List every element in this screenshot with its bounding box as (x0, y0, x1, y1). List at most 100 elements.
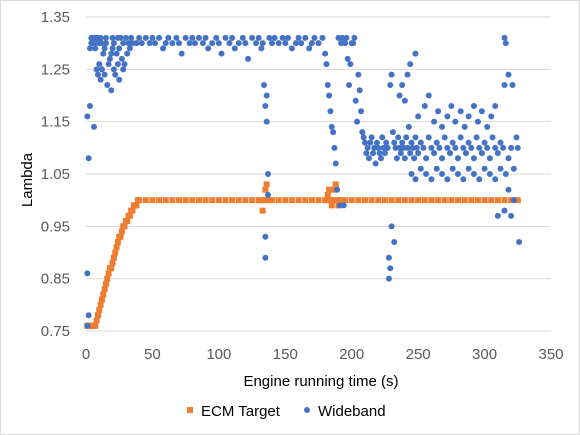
wideband-point (500, 144, 507, 151)
wideband-point (439, 123, 446, 130)
ecm-target-point (488, 197, 495, 204)
wideband-point (292, 40, 299, 47)
wideband-point (476, 176, 483, 183)
wideband-point (397, 150, 404, 157)
wideband-point (423, 155, 430, 162)
wideband-point (461, 123, 468, 130)
wideband-point (470, 102, 477, 109)
wideband-point (355, 71, 362, 78)
wideband-point (162, 40, 169, 47)
wideband-point (116, 76, 123, 83)
wideband-point (486, 155, 493, 162)
y-axis-tick-labels: 0.75 0.85 0.95 1.05 1.15 1.25 1.35 (41, 9, 70, 340)
wideband-point (388, 71, 395, 78)
ecm-target-point (421, 197, 428, 204)
wideband-point (85, 155, 92, 162)
wideband-point (391, 239, 398, 246)
wideband-point (259, 40, 266, 47)
wideband-point (350, 40, 357, 47)
ecm-target-point (102, 280, 109, 287)
wideband-point (436, 144, 443, 151)
ecm-target-point (441, 197, 448, 204)
ecm-target-point (308, 197, 315, 204)
wideband-point (351, 34, 358, 41)
wideband-point (449, 165, 456, 172)
ecm-target-point (295, 197, 302, 204)
ecm-target-point (149, 197, 156, 204)
wideband-point (96, 61, 103, 68)
wideband-point (389, 129, 396, 136)
ecm-target-point (282, 197, 289, 204)
ecm-target-point (494, 197, 501, 204)
wideband-point (468, 144, 475, 151)
wideband-point (428, 144, 435, 151)
ecm-target-point (169, 197, 176, 204)
wideband-point (505, 186, 512, 193)
wideband-point (343, 34, 350, 41)
wideband-point (441, 134, 448, 141)
legend: ECM Target Wideband (187, 403, 386, 420)
wideband-point (186, 40, 193, 47)
wideband-point (372, 160, 379, 167)
ecm-target-point (249, 197, 256, 204)
ecm-target-point (435, 197, 442, 204)
wideband-point (405, 123, 412, 130)
wideband-point (391, 139, 398, 146)
ecm-target-point (338, 197, 345, 204)
ecm-target-point (133, 202, 140, 209)
wideband-point (481, 139, 488, 146)
x-tick-label: 300 (472, 346, 497, 363)
wideband-point (420, 144, 427, 151)
wideband-point (108, 50, 115, 57)
wideband-point (401, 97, 408, 104)
ecm-target-point (136, 197, 143, 204)
wideband-point (449, 139, 456, 146)
ecm-target-point (368, 197, 375, 204)
wideband-point (484, 144, 491, 151)
wideband-point (510, 197, 517, 204)
ecm-target-point (113, 244, 120, 251)
ecm-target-point (261, 197, 268, 204)
ecm-target-point (242, 197, 249, 204)
ecm-target-point (93, 317, 100, 324)
ecm-target-point (202, 197, 209, 204)
wideband-point (363, 150, 370, 157)
legend-marker-ecm-target (187, 407, 193, 413)
wideband-point (412, 50, 419, 57)
y-tick-label: 1.35 (41, 9, 70, 26)
wideband-point (324, 82, 331, 89)
ecm-target-point (401, 197, 408, 204)
wideband-point (189, 34, 196, 41)
y-tick-label: 1.15 (41, 114, 70, 131)
wideband-point (109, 34, 116, 41)
wideband-point (470, 171, 477, 177)
wideband-point (128, 34, 135, 41)
wideband-point (306, 45, 313, 52)
ecm-target-point (255, 197, 262, 204)
ecm-target-point (110, 254, 117, 261)
ecm-target-point (275, 197, 282, 204)
ecm-target-point (355, 197, 362, 204)
wideband-point (101, 71, 108, 78)
ecm-target-point (126, 212, 133, 219)
wideband-point (415, 150, 422, 157)
wideband-point (425, 92, 432, 99)
x-tick-label: 350 (538, 346, 563, 363)
ecm-target-point (109, 259, 116, 266)
wideband-point (404, 71, 411, 78)
wideband-point (399, 82, 406, 89)
wideband-point (399, 139, 406, 146)
wideband-point (90, 123, 97, 130)
wideband-point (239, 34, 246, 41)
wideband-point (104, 82, 111, 89)
wideband-point (114, 61, 121, 68)
wideband-point (502, 40, 509, 47)
wideband-point (417, 165, 424, 172)
wideband-point (255, 34, 262, 41)
wideband-point (425, 134, 432, 141)
series-wideband (84, 34, 523, 329)
wideband-point (101, 45, 108, 52)
wideband-point (433, 139, 440, 146)
ecm-target-point (209, 197, 216, 204)
wideband-point (330, 129, 337, 136)
